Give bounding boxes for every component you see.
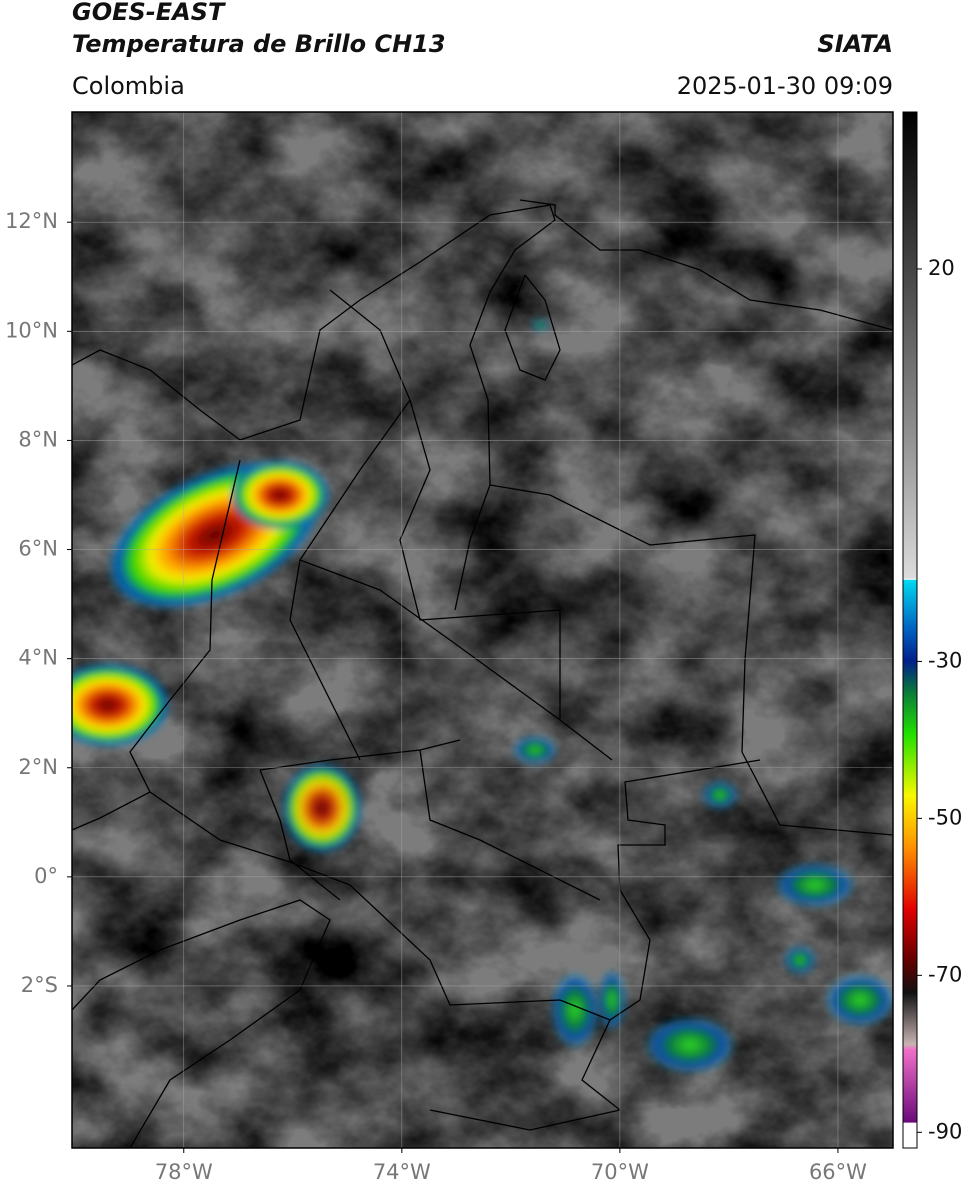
- x-tick-label: 66°W: [809, 1160, 867, 1184]
- colorbar-tick-label: -70: [928, 962, 962, 986]
- y-tick-label: 8°N: [18, 427, 58, 451]
- x-tick-label: 74°W: [373, 1160, 431, 1184]
- satellite-image: [72, 112, 893, 1148]
- colorbar-tick-label: -30: [928, 648, 962, 672]
- y-tick-label: 4°N: [18, 646, 58, 670]
- colorbar-tick-label: -90: [928, 1119, 962, 1143]
- y-tick-label: 2°S: [21, 973, 58, 997]
- y-tick-label: 10°N: [5, 318, 58, 342]
- plot-frame: [71, 111, 894, 1149]
- y-tick-label: 6°N: [18, 537, 58, 561]
- cloud-texture: [72, 112, 893, 1148]
- y-tick-label: 2°N: [18, 755, 58, 779]
- y-tick-label: 12°N: [5, 209, 58, 233]
- source: SIATA: [817, 30, 893, 58]
- x-tick-label: 78°W: [155, 1160, 213, 1184]
- convective-cells: [72, 319, 893, 1073]
- borders: [72, 199, 893, 1148]
- title: GOES-EAST: [72, 0, 226, 26]
- y-tick-label: 0°: [34, 864, 58, 888]
- datetime: 2025-01-30 09:09: [677, 72, 893, 100]
- colorbar-tick-label: -50: [928, 805, 962, 829]
- colorbar-tick-label: 20: [928, 256, 955, 280]
- graticule: [72, 112, 893, 1148]
- subtitle: Temperatura de Brillo CH13: [72, 30, 446, 58]
- colorbar: [902, 111, 918, 1149]
- x-tick-label: 70°W: [591, 1160, 649, 1184]
- region: Colombia: [72, 72, 185, 100]
